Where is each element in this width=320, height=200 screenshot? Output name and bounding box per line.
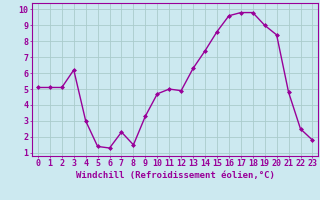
X-axis label: Windchill (Refroidissement éolien,°C): Windchill (Refroidissement éolien,°C) — [76, 171, 275, 180]
